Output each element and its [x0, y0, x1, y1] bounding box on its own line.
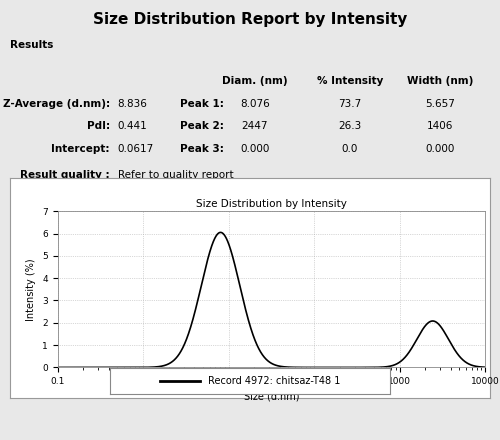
- Text: % Intensity: % Intensity: [317, 76, 383, 86]
- Text: 0.0617: 0.0617: [118, 144, 154, 154]
- Text: PdI:: PdI:: [87, 121, 110, 132]
- Text: Z-Average (d.nm):: Z-Average (d.nm):: [3, 99, 110, 109]
- Text: Width (nm): Width (nm): [407, 76, 473, 86]
- Text: 2447: 2447: [242, 121, 268, 132]
- Text: 0.000: 0.000: [426, 144, 454, 154]
- Text: Diam. (nm): Diam. (nm): [222, 76, 288, 86]
- Text: 8.836: 8.836: [118, 99, 148, 109]
- Text: Result quality :: Result quality :: [20, 170, 110, 180]
- Text: Intercept:: Intercept:: [52, 144, 110, 154]
- X-axis label: Size (d.nm): Size (d.nm): [244, 392, 299, 402]
- Y-axis label: Intensity (%): Intensity (%): [26, 258, 36, 321]
- Text: 73.7: 73.7: [338, 99, 361, 109]
- Text: 0.000: 0.000: [240, 144, 270, 154]
- Text: 8.076: 8.076: [240, 99, 270, 109]
- Text: 1406: 1406: [427, 121, 453, 132]
- Text: 0.441: 0.441: [118, 121, 147, 132]
- Text: Peak 2:: Peak 2:: [180, 121, 224, 132]
- Text: 0.0: 0.0: [342, 144, 358, 154]
- Text: Refer to quality report: Refer to quality report: [118, 170, 233, 180]
- Title: Size Distribution by Intensity: Size Distribution by Intensity: [196, 199, 346, 209]
- Text: Peak 1:: Peak 1:: [180, 99, 224, 109]
- Text: Record 4972: chitsaz-T48 1: Record 4972: chitsaz-T48 1: [208, 376, 340, 386]
- Text: 5.657: 5.657: [425, 99, 455, 109]
- Text: Size Distribution Report by Intensity: Size Distribution Report by Intensity: [93, 12, 407, 27]
- Text: Results: Results: [10, 40, 54, 50]
- Text: Peak 3:: Peak 3:: [180, 144, 224, 154]
- Text: 26.3: 26.3: [338, 121, 361, 132]
